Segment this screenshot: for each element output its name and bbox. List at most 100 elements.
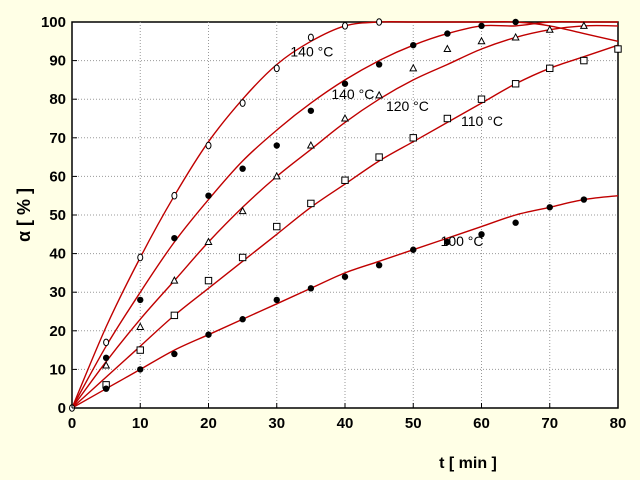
x-tick-label: 70 bbox=[541, 415, 558, 432]
data-point bbox=[171, 234, 178, 242]
data-point bbox=[545, 25, 554, 33]
curve-label: 120 °C bbox=[386, 98, 429, 114]
data-point bbox=[102, 354, 110, 362]
curve-label: 140 °C bbox=[290, 44, 333, 60]
data-point bbox=[512, 219, 519, 226]
data-point bbox=[205, 141, 212, 150]
data-point bbox=[239, 99, 246, 107]
data-point bbox=[136, 322, 145, 330]
data-point bbox=[171, 350, 178, 358]
data-point bbox=[137, 366, 144, 373]
ticks: 0 10 20 30 40 50 60 70 80 0 10 20 30 40 50 60 70 80 90 100 bbox=[41, 14, 626, 432]
data-point bbox=[307, 107, 315, 114]
y-tick-label: 20 bbox=[49, 323, 66, 340]
data-point bbox=[307, 199, 315, 208]
fit-curve-1 bbox=[71, 21, 619, 409]
data-point bbox=[136, 346, 144, 354]
x-tick-label: 50 bbox=[405, 415, 422, 432]
data-point bbox=[410, 41, 417, 49]
x-tick-label: 20 bbox=[200, 415, 217, 432]
data-point bbox=[204, 237, 213, 246]
data-point bbox=[376, 18, 383, 26]
y-tick-label: 100 bbox=[41, 14, 66, 31]
x-tick-label: 40 bbox=[337, 415, 354, 432]
data-point bbox=[546, 204, 553, 211]
data-point bbox=[272, 171, 281, 180]
data-point bbox=[137, 253, 144, 262]
curve-label: 110 °C bbox=[461, 113, 503, 129]
data-point bbox=[511, 32, 520, 41]
data-point bbox=[579, 21, 588, 29]
x-tick-label: 10 bbox=[132, 415, 149, 432]
data-point bbox=[410, 246, 417, 253]
y-tick-label: 0 bbox=[58, 400, 66, 417]
data-point bbox=[306, 140, 315, 149]
data-point bbox=[273, 64, 280, 73]
data-point bbox=[137, 296, 144, 304]
data-point bbox=[307, 33, 314, 42]
x-tick-label: 0 bbox=[68, 415, 76, 432]
data-point bbox=[102, 360, 111, 369]
data-point bbox=[103, 338, 110, 347]
fit-curve-5 bbox=[71, 195, 619, 409]
fit-curve-2 bbox=[71, 21, 618, 409]
curve-label: 100 °C bbox=[441, 233, 484, 249]
data-point bbox=[238, 253, 247, 262]
data-point bbox=[238, 206, 247, 215]
fit-curve-4 bbox=[71, 44, 619, 409]
data-point bbox=[170, 276, 179, 284]
data-point bbox=[307, 285, 315, 292]
y-tick-label: 80 bbox=[49, 91, 66, 108]
y-tick-label: 70 bbox=[49, 130, 66, 147]
data-point bbox=[444, 238, 451, 246]
y-tick-label: 60 bbox=[49, 168, 66, 185]
data-point bbox=[205, 331, 212, 338]
data-point bbox=[375, 61, 383, 68]
data-point bbox=[171, 191, 178, 200]
fit-curve-3 bbox=[71, 24, 619, 409]
data-point bbox=[375, 261, 383, 269]
data-point bbox=[375, 153, 383, 161]
x-axis-label: t [ min ] bbox=[439, 455, 497, 472]
data-markers bbox=[69, 18, 622, 412]
x-tick-label: 80 bbox=[610, 415, 627, 432]
data-point bbox=[239, 165, 246, 172]
data-point bbox=[375, 90, 384, 99]
data-point bbox=[546, 64, 554, 73]
data-point bbox=[273, 222, 281, 231]
data-point bbox=[409, 63, 418, 72]
x-tick-label: 60 bbox=[473, 415, 490, 432]
data-point bbox=[102, 385, 110, 392]
y-tick-label: 10 bbox=[49, 361, 66, 378]
y-tick-label: 30 bbox=[49, 284, 66, 301]
data-point bbox=[511, 80, 520, 88]
data-point bbox=[204, 276, 213, 285]
y-tick-label: 40 bbox=[49, 246, 66, 263]
y-axis-label: α [ % ] bbox=[14, 188, 34, 242]
data-point bbox=[580, 196, 588, 203]
data-point bbox=[477, 36, 486, 45]
y-tick-label: 50 bbox=[49, 207, 66, 224]
data-point bbox=[444, 30, 451, 37]
curve-labels: 140 °C 140 °C 120 °C 110 °C 100 °C bbox=[290, 44, 503, 249]
data-point bbox=[443, 114, 452, 123]
grid bbox=[72, 22, 618, 408]
y-tick-label: 90 bbox=[49, 53, 66, 70]
data-point bbox=[512, 18, 519, 26]
data-point bbox=[239, 316, 246, 323]
data-point bbox=[273, 142, 280, 149]
data-point bbox=[341, 176, 349, 184]
data-point bbox=[341, 80, 349, 87]
data-point bbox=[478, 231, 485, 238]
data-point bbox=[478, 22, 485, 30]
data-point bbox=[443, 44, 452, 53]
data-point bbox=[477, 95, 486, 103]
data-point bbox=[342, 22, 348, 30]
data-point bbox=[205, 192, 212, 199]
data-point bbox=[340, 113, 350, 122]
data-point bbox=[409, 134, 417, 142]
x-tick-label: 30 bbox=[268, 415, 285, 432]
data-point bbox=[273, 296, 280, 304]
fit-curves bbox=[71, 21, 619, 409]
